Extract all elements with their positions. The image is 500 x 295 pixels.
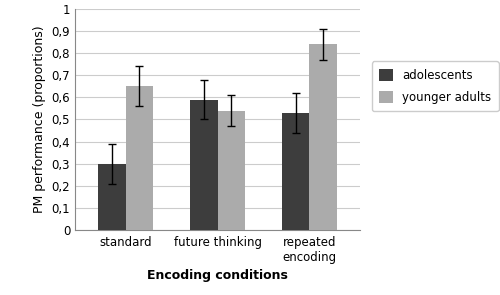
Bar [126,86,153,230]
Y-axis label: PM performance (proportions): PM performance (proportions) [33,26,46,213]
Legend: adolescents, younger adults: adolescents, younger adults [372,61,498,111]
X-axis label: Encoding conditions: Encoding conditions [147,269,288,282]
Bar [282,113,310,230]
Bar [98,164,126,230]
Bar [190,100,218,230]
Bar [218,111,245,230]
Bar [310,44,337,230]
